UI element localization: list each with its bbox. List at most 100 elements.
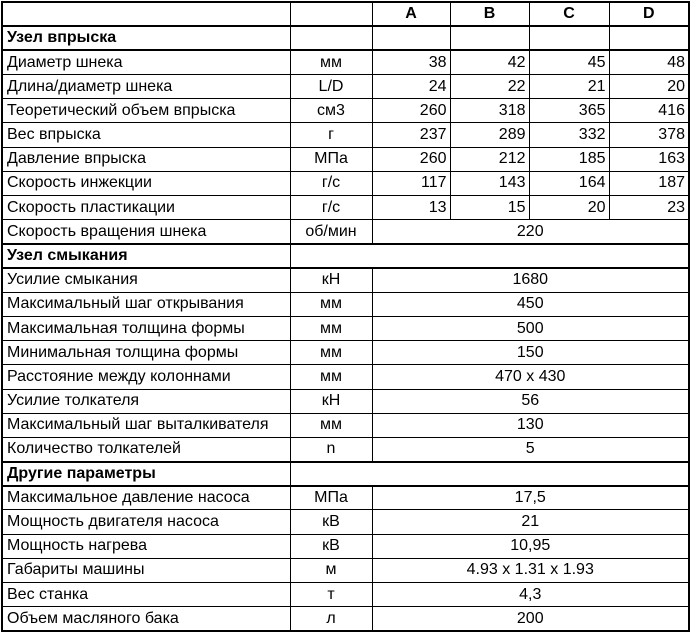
spec-row: Максимальный шаг выталкивателя мм 130 bbox=[1, 412, 690, 438]
unit-label: L/D bbox=[289, 74, 373, 100]
value-cell: 163 bbox=[608, 146, 690, 172]
unit-label: мм bbox=[289, 412, 373, 438]
spec-row: Скорость пластикации г/с 13 15 20 23 bbox=[1, 194, 690, 221]
spec-row: Усилие толкателя кН 56 bbox=[1, 388, 690, 414]
spec-row: Максимальная толщина формы мм 500 bbox=[1, 315, 690, 342]
section-row: Узел смыкания bbox=[1, 243, 690, 269]
header-param-cell bbox=[1, 1, 291, 27]
param-name: Мощность нагрева bbox=[1, 533, 291, 559]
value-cell: 289 bbox=[449, 122, 530, 148]
unit-label: л bbox=[289, 606, 373, 632]
unit-label: об/мин bbox=[289, 219, 373, 245]
merged-value-cell: 470 x 430 bbox=[371, 364, 690, 390]
value-cell: 117 bbox=[371, 170, 451, 197]
value-cell: 185 bbox=[528, 146, 610, 172]
value-cell: 332 bbox=[528, 122, 610, 148]
spec-row: Давление впрыска МПа 260 212 185 163 bbox=[1, 146, 690, 172]
value-cell: 24 bbox=[371, 74, 451, 100]
param-name: Длина/диаметр шнека bbox=[1, 74, 291, 100]
value-cell: 15 bbox=[449, 194, 530, 221]
section-title: Другие параметры bbox=[1, 461, 291, 487]
unit-label: мм bbox=[289, 340, 373, 366]
param-name: Давление впрыска bbox=[1, 146, 291, 172]
value-cell: 318 bbox=[449, 98, 530, 124]
section-empty-value-cell bbox=[449, 25, 530, 51]
spec-row: Максимальный шаг открывания мм 450 bbox=[1, 291, 690, 317]
param-name: Мощность двигателя насоса bbox=[1, 509, 291, 535]
section-empty-merged-cell bbox=[289, 243, 690, 269]
param-name: Диаметр шнека bbox=[1, 49, 291, 76]
merged-value-cell: 56 bbox=[371, 388, 690, 414]
param-name: Максимальная толщина формы bbox=[1, 315, 291, 342]
section-empty-unit-cell bbox=[289, 25, 373, 51]
value-cell: 416 bbox=[608, 98, 690, 124]
column-header-c: C bbox=[528, 1, 610, 27]
section-empty-merged-cell bbox=[289, 461, 690, 487]
value-cell: 22 bbox=[449, 74, 530, 100]
section-row: Узел впрыска bbox=[1, 25, 690, 51]
spec-row: Вес станка т 4,3 bbox=[1, 581, 690, 608]
param-name: Вес станка bbox=[1, 581, 291, 608]
unit-label: n bbox=[289, 436, 373, 463]
param-name: Усилие толкателя bbox=[1, 388, 291, 414]
value-cell: 164 bbox=[528, 170, 610, 197]
spec-row: Объем масляного бака л 200 bbox=[1, 606, 690, 632]
value-cell: 212 bbox=[449, 146, 530, 172]
value-cell: 143 bbox=[449, 170, 530, 197]
spec-row: Мощность двигателя насоса кВ 21 bbox=[1, 509, 690, 535]
merged-value-cell: 5 bbox=[371, 436, 690, 463]
param-name: Минимальная толщина формы bbox=[1, 340, 291, 366]
section-empty-value-cell bbox=[528, 25, 610, 51]
spec-row: Скорость вращения шнека об/мин 220 bbox=[1, 219, 690, 245]
merged-value-cell: 450 bbox=[371, 291, 690, 317]
param-name: Вес впрыска bbox=[1, 122, 291, 148]
param-name: Скорость пластикации bbox=[1, 194, 291, 221]
spec-row: Диаметр шнека мм 38 42 45 48 bbox=[1, 49, 690, 76]
unit-label: см3 bbox=[289, 98, 373, 124]
unit-label: мм bbox=[289, 291, 373, 317]
value-cell: 23 bbox=[608, 194, 690, 221]
unit-label: г/с bbox=[289, 170, 373, 197]
unit-label: МПа bbox=[289, 485, 373, 511]
spec-row: Вес впрыска г 237 289 332 378 bbox=[1, 122, 690, 148]
param-name: Максимальное давление насоса bbox=[1, 485, 291, 511]
column-header-b: B bbox=[449, 1, 530, 27]
merged-value-cell: 17,5 bbox=[371, 485, 690, 511]
param-name: Максимальный шаг открывания bbox=[1, 291, 291, 317]
unit-label: г bbox=[289, 122, 373, 148]
param-name: Теоретический объем впрыска bbox=[1, 98, 291, 124]
spec-row: Скорость инжекции г/с 117 143 164 187 bbox=[1, 170, 690, 197]
unit-label: МПа bbox=[289, 146, 373, 172]
param-name: Максимальный шаг выталкивателя bbox=[1, 412, 291, 438]
unit-label: кВ bbox=[289, 509, 373, 535]
value-cell: 187 bbox=[608, 170, 690, 197]
spec-row: Усилие смыкания кН 1680 bbox=[1, 267, 690, 293]
column-header-a: A bbox=[371, 1, 451, 27]
spec-row: Теоретический объем впрыска см3 260 318 365 4… bbox=[1, 98, 690, 124]
value-cell: 20 bbox=[608, 74, 690, 100]
unit-label: м bbox=[289, 557, 373, 584]
unit-label: г/с bbox=[289, 194, 373, 221]
value-cell: 260 bbox=[371, 98, 451, 124]
param-name: Габариты машины bbox=[1, 557, 291, 584]
value-cell: 378 bbox=[608, 122, 690, 148]
param-name: Скорость вращения шнека bbox=[1, 219, 291, 245]
merged-value-cell: 21 bbox=[371, 509, 690, 535]
value-cell: 365 bbox=[528, 98, 610, 124]
unit-label: мм bbox=[289, 315, 373, 342]
value-cell: 260 bbox=[371, 146, 451, 172]
merged-value-cell: 1680 bbox=[371, 267, 690, 293]
param-name: Скорость инжекции bbox=[1, 170, 291, 197]
value-cell: 42 bbox=[449, 49, 530, 76]
param-name: Усилие смыкания bbox=[1, 267, 291, 293]
unit-label: кН bbox=[289, 388, 373, 414]
unit-label: кВ bbox=[289, 533, 373, 559]
spec-row: Габариты машины м 4.93 x 1.31 x 1.93 bbox=[1, 557, 690, 584]
merged-value-cell: 130 bbox=[371, 412, 690, 438]
value-cell: 45 bbox=[528, 49, 610, 76]
merged-value-cell: 10,95 bbox=[371, 533, 690, 559]
section-empty-value-cell bbox=[371, 25, 451, 51]
merged-value-cell: 200 bbox=[371, 606, 690, 632]
